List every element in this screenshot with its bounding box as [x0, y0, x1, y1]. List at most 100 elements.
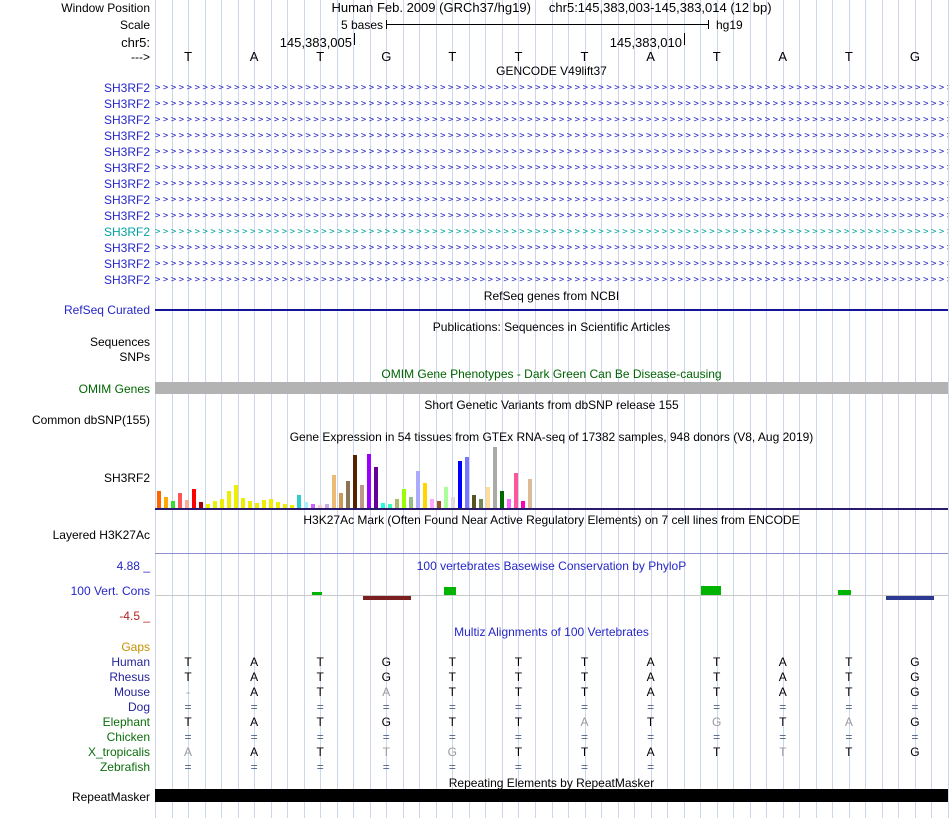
gene-transcript-row[interactable]: >>>>>>>>>>>>>>>>>>>>>>>>>>>>>>>>>>>>>>>>… [155, 83, 948, 93]
gene-transcript-row[interactable]: >>>>>>>>>>>>>>>>>>>>>>>>>>>>>>>>>>>>>>>>… [155, 99, 948, 109]
gtex-bar[interactable] [395, 499, 399, 509]
refseq-curated-label[interactable]: RefSeq Curated [63, 303, 150, 317]
species-label[interactable]: Rhesus [109, 670, 150, 684]
gtex-bar[interactable] [227, 491, 231, 509]
gtex-bar[interactable] [339, 493, 343, 509]
gencode-gene-label[interactable]: SH3RF2 [103, 177, 150, 191]
gtex-bar[interactable] [311, 504, 315, 509]
species-label[interactable]: Chicken [106, 730, 150, 744]
gtex-bar[interactable] [528, 479, 532, 509]
gtex-bar[interactable] [416, 471, 420, 509]
gtex-bar[interactable] [346, 481, 350, 509]
gtex-bar[interactable] [500, 491, 504, 509]
gtex-bar[interactable] [353, 455, 357, 509]
gtex-bar[interactable] [479, 499, 483, 509]
gencode-gene-label[interactable]: SH3RF2 [103, 209, 150, 223]
omim-genes-label[interactable]: OMIM Genes [78, 382, 150, 396]
species-label[interactable]: X_tropicalis [87, 745, 150, 759]
species-label[interactable]: Elephant [102, 715, 150, 729]
gtex-bar[interactable] [220, 499, 224, 509]
gene-transcript-row[interactable]: >>>>>>>>>>>>>>>>>>>>>>>>>>>>>>>>>>>>>>>>… [155, 275, 948, 285]
gene-transcript-row[interactable]: >>>>>>>>>>>>>>>>>>>>>>>>>>>>>>>>>>>>>>>>… [155, 195, 948, 205]
gtex-bar[interactable] [486, 487, 490, 509]
gtex-bar[interactable] [507, 499, 511, 509]
gtex-bar[interactable] [192, 489, 196, 509]
species-label[interactable]: Dog [127, 700, 150, 714]
gene-transcript-row[interactable]: >>>>>>>>>>>>>>>>>>>>>>>>>>>>>>>>>>>>>>>>… [155, 259, 948, 269]
gene-transcript-row[interactable]: >>>>>>>>>>>>>>>>>>>>>>>>>>>>>>>>>>>>>>>>… [155, 179, 948, 189]
gtex-bar[interactable] [493, 447, 497, 509]
gtex-bar[interactable] [304, 502, 308, 509]
gtex-bar[interactable] [269, 499, 273, 509]
gtex-bar[interactable] [276, 502, 280, 509]
repeatmasker-bar[interactable] [155, 789, 948, 802]
gencode-gene-label[interactable]: SH3RF2 [103, 241, 150, 255]
species-label[interactable]: Zebrafish [99, 760, 150, 774]
gtex-gene-label[interactable]: SH3RF2 [103, 471, 150, 485]
gtex-barchart[interactable] [157, 447, 537, 509]
species-label[interactable]: Mouse [113, 685, 150, 699]
gene-transcript-row[interactable]: >>>>>>>>>>>>>>>>>>>>>>>>>>>>>>>>>>>>>>>>… [155, 115, 948, 125]
gtex-bar[interactable] [430, 499, 434, 509]
gene-transcript-row[interactable]: >>>>>>>>>>>>>>>>>>>>>>>>>>>>>>>>>>>>>>>>… [155, 227, 948, 237]
repeatmasker-label[interactable]: RepeatMasker [71, 790, 150, 804]
gene-transcript-row[interactable]: >>>>>>>>>>>>>>>>>>>>>>>>>>>>>>>>>>>>>>>>… [155, 211, 948, 221]
common-dbsnp-label[interactable]: Common dbSNP(155) [31, 413, 150, 427]
gtex-bar[interactable] [423, 483, 427, 509]
gtex-bar[interactable] [157, 491, 161, 509]
gtex-bar[interactable] [437, 501, 441, 509]
gtex-bar[interactable] [248, 501, 252, 509]
gencode-gene-label[interactable]: SH3RF2 [103, 97, 150, 111]
gene-transcript-row[interactable]: >>>>>>>>>>>>>>>>>>>>>>>>>>>>>>>>>>>>>>>>… [155, 163, 948, 173]
gencode-gene-label[interactable]: SH3RF2 [103, 113, 150, 127]
gtex-bar[interactable] [164, 497, 168, 509]
gtex-bar[interactable] [241, 498, 245, 509]
gtex-bar[interactable] [444, 487, 448, 509]
gtex-bar[interactable] [297, 495, 301, 509]
gtex-bar[interactable] [451, 497, 455, 509]
gencode-gene-label[interactable]: SH3RF2 [103, 129, 150, 143]
gtex-bar[interactable] [213, 501, 217, 509]
omim-gene-bar[interactable] [155, 382, 948, 394]
gtex-bar[interactable] [458, 461, 462, 509]
gtex-bar[interactable] [388, 504, 392, 509]
gtex-bar[interactable] [332, 475, 336, 509]
gtex-bar[interactable] [318, 505, 322, 509]
gtex-bar[interactable] [521, 501, 525, 509]
gtex-bar[interactable] [381, 503, 385, 509]
snps-label[interactable]: SNPs [119, 350, 150, 364]
gtex-bar[interactable] [262, 500, 266, 509]
refseq-gene-bar[interactable] [155, 309, 948, 311]
gtex-bar[interactable] [234, 485, 238, 509]
gtex-bar[interactable] [409, 497, 413, 509]
gtex-bar[interactable] [367, 454, 371, 509]
gtex-bar[interactable] [514, 473, 518, 509]
gencode-gene-label[interactable]: SH3RF2 [103, 145, 150, 159]
phylop-track-label[interactable]: 100 Vert. Cons [70, 584, 150, 598]
gencode-gene-label[interactable]: SH3RF2 [103, 81, 150, 95]
gtex-bar[interactable] [283, 504, 287, 509]
gtex-bar[interactable] [472, 495, 476, 509]
gtex-bar[interactable] [325, 504, 329, 509]
gene-transcript-row[interactable]: >>>>>>>>>>>>>>>>>>>>>>>>>>>>>>>>>>>>>>>>… [155, 147, 948, 157]
sequences-label[interactable]: Sequences [89, 335, 150, 349]
gtex-bar[interactable] [255, 503, 259, 509]
gtex-bar[interactable] [374, 467, 378, 509]
gtex-bar[interactable] [290, 505, 294, 509]
gencode-gene-label[interactable]: SH3RF2 [103, 225, 150, 239]
gencode-gene-label[interactable]: SH3RF2 [103, 257, 150, 271]
gtex-bar[interactable] [465, 457, 469, 509]
gene-transcript-row[interactable]: >>>>>>>>>>>>>>>>>>>>>>>>>>>>>>>>>>>>>>>>… [155, 243, 948, 253]
species-label[interactable]: Gaps [121, 640, 150, 654]
gencode-gene-label[interactable]: SH3RF2 [103, 273, 150, 287]
gtex-bar[interactable] [402, 489, 406, 509]
gtex-bar[interactable] [185, 500, 189, 509]
species-label[interactable]: Human [111, 655, 150, 669]
gencode-gene-label[interactable]: SH3RF2 [103, 161, 150, 175]
h3k27ac-label[interactable]: Layered H3K27Ac [52, 528, 150, 542]
gtex-bar[interactable] [360, 485, 364, 509]
gtex-bar[interactable] [178, 493, 182, 509]
gtex-bar[interactable] [171, 501, 175, 509]
gene-transcript-row[interactable]: >>>>>>>>>>>>>>>>>>>>>>>>>>>>>>>>>>>>>>>>… [155, 131, 948, 141]
gencode-gene-label[interactable]: SH3RF2 [103, 193, 150, 207]
